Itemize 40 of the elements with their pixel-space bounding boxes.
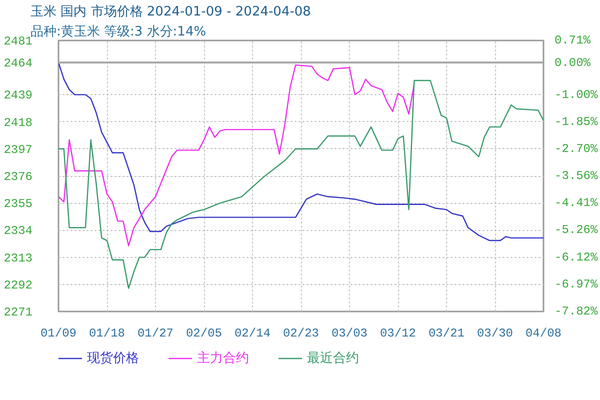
x-tick-label: 02/14 bbox=[234, 326, 271, 340]
x-tick-label: 04/08 bbox=[525, 326, 562, 340]
x-tick-label: 02/23 bbox=[282, 326, 320, 340]
y-tick-label: 2439 bbox=[4, 88, 33, 103]
x-tick-label: 01/27 bbox=[137, 326, 174, 340]
x-tick-label: 03/12 bbox=[380, 326, 416, 340]
y2-tick-label: -7.82% bbox=[554, 304, 599, 318]
line-series bbox=[58, 64, 415, 246]
y2-tick-label: 0.00% bbox=[554, 56, 592, 70]
y2-tick-label: -6.12% bbox=[554, 250, 599, 264]
legend-label: 现货价格 bbox=[87, 350, 139, 367]
y-tick-label: 2418 bbox=[4, 116, 33, 130]
x-tick-label: 03/30 bbox=[476, 326, 514, 340]
y2-tick-label: 0.71% bbox=[554, 34, 592, 48]
y2-tick-label: -4.41% bbox=[554, 196, 599, 210]
x-tick-label: 02/05 bbox=[186, 326, 222, 340]
y2-tick-label: -6.97% bbox=[554, 277, 599, 292]
y-tick-label: 2376 bbox=[4, 170, 33, 184]
y-tick-label: 2397 bbox=[4, 142, 33, 157]
chart-title: 玉米 国内 市场价格 2024-01-09 - 2024-04-08 bbox=[30, 4, 311, 20]
y2-tick-label: -3.56% bbox=[554, 169, 599, 184]
y-tick-label: 2271 bbox=[4, 306, 33, 320]
line-series bbox=[58, 80, 544, 289]
chart-subtitle: 品种:黄玉米 等级:3 水分:14% bbox=[30, 24, 206, 40]
x-tick-label: 01/09 bbox=[40, 326, 77, 340]
x-tick-label: 01/18 bbox=[88, 326, 126, 340]
y2-tick-label: -5.26% bbox=[554, 223, 599, 238]
x-tick-label: 03/03 bbox=[331, 326, 368, 340]
y2-tick-label: -2.70% bbox=[554, 142, 599, 156]
legend-label: 最近合约 bbox=[307, 350, 359, 367]
line-series bbox=[58, 62, 544, 242]
y2-tick-label: -1.00% bbox=[554, 88, 599, 102]
x-tick-label: 03/21 bbox=[428, 326, 465, 340]
legend-label: 主力合约 bbox=[197, 350, 249, 367]
y-tick-label: 2334 bbox=[4, 224, 33, 238]
y2-tick-label: -1.85% bbox=[554, 114, 599, 129]
y-tick-label: 2464 bbox=[4, 56, 33, 70]
y-tick-label: 2292 bbox=[4, 278, 33, 292]
y-tick-label: 2355 bbox=[4, 197, 33, 212]
y-tick-label: 2313 bbox=[4, 251, 33, 266]
